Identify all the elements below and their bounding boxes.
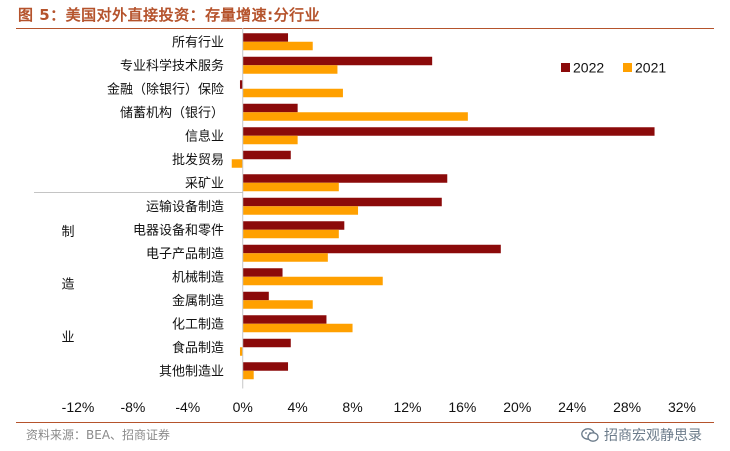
bar-2021 — [242, 41, 313, 51]
bar-2022 — [242, 127, 655, 136]
bar-2022 — [239, 80, 243, 89]
category-label: 化工制造 — [172, 317, 224, 332]
bar-2021 — [242, 135, 298, 145]
bar-2022 — [242, 197, 442, 207]
bar-2022 — [242, 338, 291, 348]
bar-2021 — [231, 159, 243, 168]
x-tick-label: 4% — [288, 399, 308, 415]
category-label: 专业科学技术服务 — [120, 58, 224, 74]
category-label: 采矿业 — [185, 176, 224, 191]
title-divider — [16, 28, 714, 29]
bar-2021 — [242, 323, 353, 333]
bar-2021 — [242, 276, 383, 286]
legend-label: 2022 — [573, 60, 604, 76]
x-tick-label: 0% — [233, 399, 253, 415]
bar-2021 — [242, 300, 313, 309]
wechat-icon — [581, 428, 599, 442]
x-tick-label: 8% — [342, 399, 362, 415]
category-label: 食品制造 — [172, 340, 224, 356]
bar-2022 — [242, 315, 327, 324]
bar-2021 — [242, 112, 468, 121]
x-tick-label: -8% — [120, 399, 145, 415]
category-label: 金融（除银行）保险 — [107, 81, 224, 97]
category-label: 机械制造 — [172, 270, 224, 285]
bar-2022 — [242, 221, 345, 230]
bar-2021 — [242, 229, 339, 239]
footer-divider — [16, 422, 714, 423]
x-tick-label: -4% — [175, 399, 200, 415]
x-tick-label: 12% — [393, 399, 421, 415]
category-label: 电器设备和零件 — [133, 222, 224, 238]
watermark-text: 招商宏观静思录 — [604, 428, 702, 444]
bar-2021 — [242, 88, 343, 98]
bar-2022 — [242, 291, 269, 301]
category-label: 其他制造业 — [159, 364, 224, 379]
category-label: 所有行业 — [172, 35, 224, 50]
bar-2022 — [242, 268, 283, 277]
category-label: 信息业 — [185, 128, 224, 144]
bar-2022 — [242, 150, 291, 160]
chart-title: 图 5：美国对外直接投资：存量增速:分行业 — [18, 6, 321, 24]
x-tick-label: 24% — [558, 399, 586, 415]
bar-2021 — [242, 182, 339, 192]
x-tick-label: 28% — [613, 399, 641, 415]
category-label: 储蓄机构（银行） — [120, 106, 224, 121]
bar-2022 — [242, 244, 501, 254]
category-label: 金属制造 — [172, 293, 224, 309]
bar-2022 — [242, 103, 298, 113]
x-tick-label: 20% — [503, 399, 531, 415]
x-tick-label: 16% — [448, 399, 476, 415]
category-label: 电子产品制造 — [146, 247, 224, 262]
bar-2022 — [242, 56, 433, 66]
bar-2022 — [242, 174, 448, 183]
legend-swatch — [623, 63, 632, 72]
group-label-char: 造 — [61, 278, 74, 293]
bar-2021 — [242, 253, 328, 262]
bar-2021 — [242, 370, 254, 380]
bar-2021 — [242, 206, 359, 215]
legend-label: 2021 — [635, 60, 666, 76]
bar-2021 — [239, 347, 243, 356]
legend-swatch — [561, 63, 570, 72]
category-label: 运输设备制造 — [146, 199, 224, 215]
x-tick-label: -12% — [62, 399, 95, 415]
bar-2021 — [242, 65, 338, 74]
group-label-char: 业 — [61, 330, 74, 345]
watermark: 招商宏观静思录 — [581, 425, 702, 445]
x-tick-label: 32% — [668, 399, 696, 415]
bar-2022 — [242, 362, 289, 371]
source-note: 资料来源：BEA、招商证券 — [26, 428, 171, 442]
group-label-char: 制 — [61, 225, 74, 240]
bar-2022 — [242, 33, 289, 42]
category-label: 批发贸易 — [172, 152, 224, 168]
